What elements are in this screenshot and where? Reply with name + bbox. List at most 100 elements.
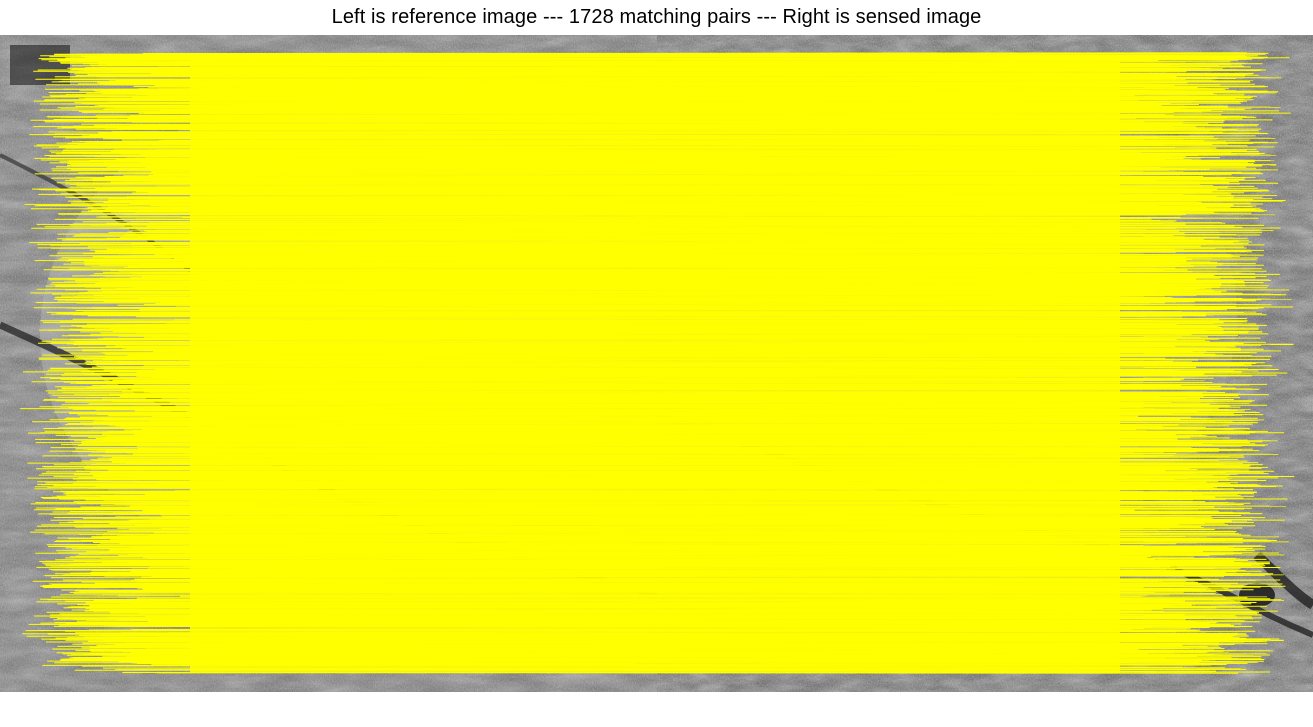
match-line	[30, 291, 1222, 294]
match-line	[78, 553, 1285, 556]
match-line	[137, 106, 1194, 109]
match-line	[72, 656, 1262, 658]
match-line	[135, 314, 1207, 318]
match-line	[43, 587, 1229, 589]
match-line	[131, 504, 1287, 507]
match-line	[81, 210, 1265, 213]
match-line	[35, 502, 1251, 504]
match-line	[132, 546, 1234, 549]
match-line	[98, 352, 1205, 355]
match-line	[127, 230, 1180, 233]
match-line	[133, 319, 1220, 322]
match-line	[142, 588, 1200, 591]
match-line	[99, 81, 1251, 84]
match-line	[136, 372, 1205, 375]
match-line	[80, 427, 1234, 430]
match-line	[60, 62, 1167, 66]
image-panels	[0, 35, 1313, 692]
match-line	[79, 414, 1140, 418]
match-line	[124, 573, 1235, 577]
match-line	[64, 136, 1161, 139]
match-line	[144, 493, 1254, 495]
match-line	[137, 447, 1192, 449]
match-line	[150, 141, 1211, 144]
match-line	[90, 274, 1179, 277]
match-line	[69, 590, 1234, 593]
match-line	[74, 633, 1166, 635]
match-line	[69, 268, 1188, 271]
match-line	[156, 482, 1239, 484]
match-line	[110, 185, 1202, 189]
match-line	[151, 659, 1134, 662]
match-line	[92, 529, 1233, 532]
match-line	[56, 495, 1162, 498]
match-line	[58, 258, 1220, 261]
match-line	[64, 372, 1164, 376]
match-line	[80, 370, 1235, 372]
match-line	[151, 193, 1232, 195]
match-line	[95, 437, 1230, 439]
match-line	[61, 125, 1146, 128]
match-line	[144, 91, 1279, 94]
match-line	[56, 153, 1277, 156]
match-line	[116, 58, 1192, 61]
match-line	[91, 536, 1244, 539]
match-line	[138, 87, 1208, 90]
match-line	[154, 571, 1237, 575]
match-line	[148, 174, 1189, 178]
match-line	[92, 89, 1164, 92]
match-line	[38, 355, 1272, 359]
match-line	[115, 459, 1169, 463]
match-line	[140, 417, 1211, 419]
match-line	[131, 101, 1243, 105]
match-line	[51, 569, 1246, 571]
match-line	[129, 271, 1241, 274]
match-line	[137, 363, 1245, 366]
match-line	[127, 451, 1197, 454]
match-line	[50, 566, 1241, 570]
match-line	[38, 193, 1277, 196]
match-line	[55, 166, 1177, 169]
match-line	[131, 273, 1183, 276]
match-line	[54, 384, 1204, 388]
match-line	[43, 269, 1267, 272]
match-line	[97, 198, 1254, 201]
match-line	[111, 54, 1258, 57]
match-line	[113, 149, 1199, 152]
match-line	[65, 57, 1168, 60]
match-line	[160, 513, 1263, 516]
match-line	[144, 342, 1244, 344]
match-line	[103, 439, 1278, 442]
match-line	[86, 322, 1224, 325]
match-line	[148, 619, 1260, 623]
match-line	[42, 585, 1145, 587]
match-line	[82, 221, 1226, 224]
match-line	[161, 213, 1186, 215]
match-line	[103, 435, 1217, 439]
match-line	[27, 462, 1206, 465]
match-line	[65, 491, 1168, 494]
match-line	[131, 601, 1241, 604]
match-line	[144, 254, 1264, 257]
match-line	[112, 511, 1183, 514]
match-line	[75, 128, 1227, 132]
match-line	[124, 265, 1194, 268]
figure-title: Left is reference image --- 1728 matchin…	[331, 6, 982, 28]
match-line	[125, 549, 1189, 552]
match-line	[56, 127, 1148, 130]
match-line	[59, 61, 1186, 63]
match-line	[139, 124, 1245, 127]
match-line	[102, 357, 1166, 360]
match-line	[57, 238, 1213, 241]
match-line	[48, 633, 1223, 636]
match-line	[166, 556, 1237, 559]
match-line	[147, 190, 1255, 193]
match-line	[64, 179, 1176, 182]
match-line	[57, 250, 1152, 254]
match-line	[36, 288, 1227, 292]
match-line	[112, 379, 1205, 383]
match-line	[160, 178, 1226, 180]
match-line	[100, 421, 1216, 424]
match-line	[127, 264, 1191, 267]
match-line	[78, 97, 1235, 100]
